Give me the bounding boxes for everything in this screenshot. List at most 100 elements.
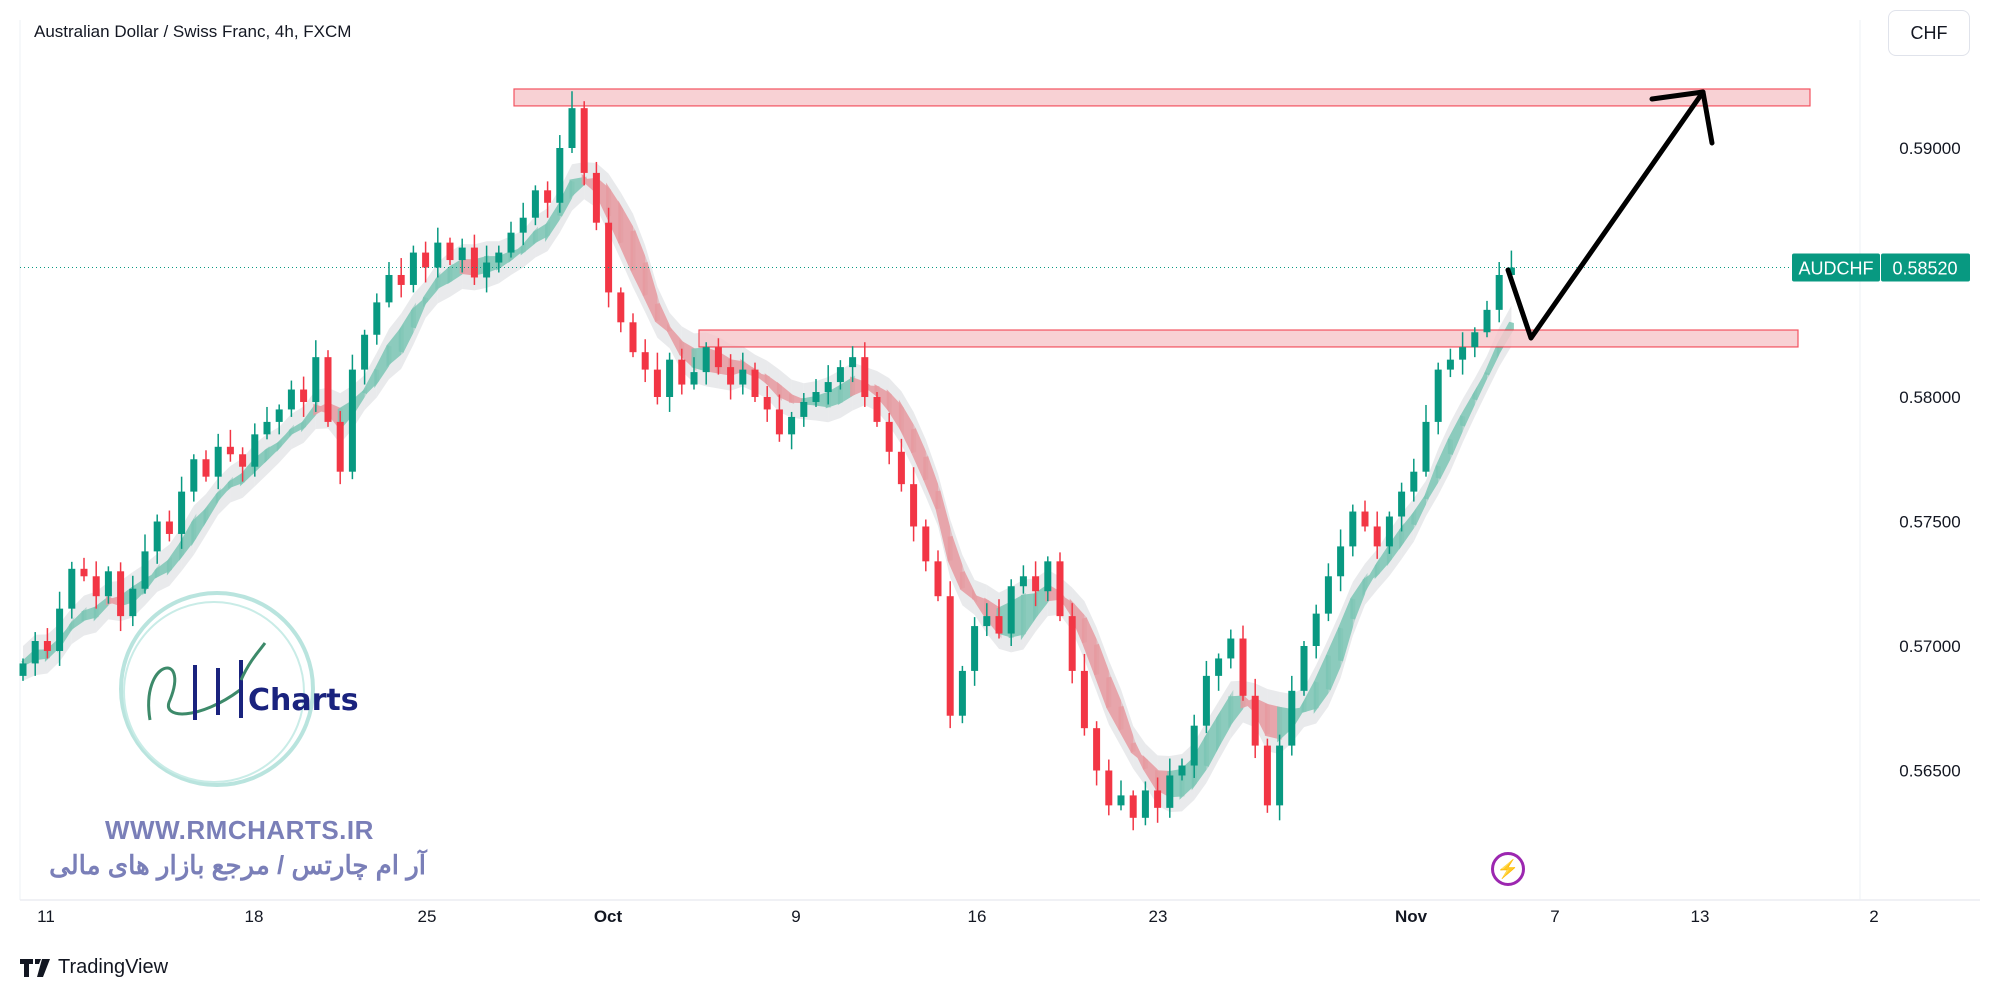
candle-down [934,561,942,597]
candle-down [239,454,247,467]
candle-up [19,663,27,676]
candle-up [1422,421,1430,472]
candle-down [714,347,722,368]
candle-up [251,434,259,467]
currency-button[interactable]: CHF [1888,10,1970,56]
candle-up [519,217,527,233]
candle-down [592,172,600,223]
candle-down [1154,790,1162,808]
tradingview-logo-icon [20,958,50,977]
time-tick-label: 16 [968,907,987,926]
candle-up [1202,675,1210,726]
candle-down [678,359,686,385]
price-tick-label: 0.56500 [1899,762,1960,781]
candle-down [92,576,100,597]
time-tick-label: 9 [791,907,800,926]
support-zone[interactable] [698,329,1799,348]
candle-down [1361,511,1369,527]
candle-up [263,421,271,435]
brand-label: TradingView [58,956,169,978]
candle-down [605,222,613,293]
time-tick-label: Nov [1395,907,1428,926]
candle-up [1117,795,1125,806]
candle-down [43,641,51,651]
candle-up [958,670,966,716]
time-tick-label: 2 [1869,907,1878,926]
candle-down [629,322,637,353]
lightning-icon[interactable]: ⚡ [1491,852,1525,886]
time-tick-label: 25 [418,907,437,926]
candle-up [556,148,564,203]
tradingview-brand[interactable]: TradingView [20,956,168,979]
candle-up [373,302,381,335]
candle-up [812,392,820,402]
candle-up [348,369,356,472]
candle-up [788,416,796,435]
candle-down [763,397,771,410]
candle-up [702,347,710,373]
candle-up [849,357,857,368]
candle-down [1129,795,1137,818]
candle-up [287,389,295,410]
candle-down [580,108,588,173]
last-price-label-bg [1881,253,1970,282]
time-tick-label: 23 [1149,907,1168,926]
symbol-label: AUDCHF [1799,259,1874,279]
candle-down [300,389,308,402]
candle-up [1007,586,1015,634]
candle-down [910,484,918,527]
candle-up [275,409,283,422]
resistance-zone[interactable] [513,88,1811,107]
candle-up [409,252,417,285]
candle-up [1398,491,1406,517]
candle-up [178,491,186,534]
candle-up [1459,347,1467,360]
candle-up [1190,725,1198,766]
candle-up [68,568,76,609]
candle-down [80,568,88,577]
candle-down [1068,616,1076,671]
candle-down [1080,670,1088,729]
candle-down [324,357,332,422]
candle-down [1373,526,1381,547]
candle-up [361,334,369,370]
candle-down [202,459,210,477]
chart-title: Australian Dollar / Swiss Franc, 4h, FXC… [34,22,352,41]
candle-up [568,108,576,148]
candle-up [1227,638,1235,659]
candle-up [153,521,161,552]
candle-down [226,446,234,455]
candle-up [1349,511,1357,547]
candle-up [104,571,112,597]
candle-up [971,626,979,671]
time-tick-label: Oct [594,907,623,926]
candle-up [507,232,515,253]
candle-up [800,401,808,417]
candle-up [1337,546,1345,577]
candle-up [129,588,137,617]
logo-watermark: Charts [119,591,359,787]
price-tick-label: 0.59000 [1899,139,1960,158]
candle-down [873,397,881,422]
candle-up [190,459,198,492]
candle-down [995,616,1003,634]
candle-down [117,571,125,617]
candle-down [617,292,625,323]
candle-up [1410,471,1418,492]
candle-down [1239,638,1247,696]
candle-down [1105,770,1113,806]
candle-up [458,247,466,261]
candle-down [946,596,954,716]
candle-up [1166,775,1174,808]
candle-up [385,274,393,303]
projection-arrow[interactable] [1505,89,1706,341]
candle-up [31,641,39,664]
candle-up [1178,765,1186,776]
candle-down [544,190,552,203]
candle-up [1324,576,1332,614]
candle-up [1141,790,1149,818]
price-tick-label: 0.57000 [1899,637,1960,656]
candle-down [397,274,405,285]
watermark-url: WWW.RMCHARTS.IR [105,815,374,845]
